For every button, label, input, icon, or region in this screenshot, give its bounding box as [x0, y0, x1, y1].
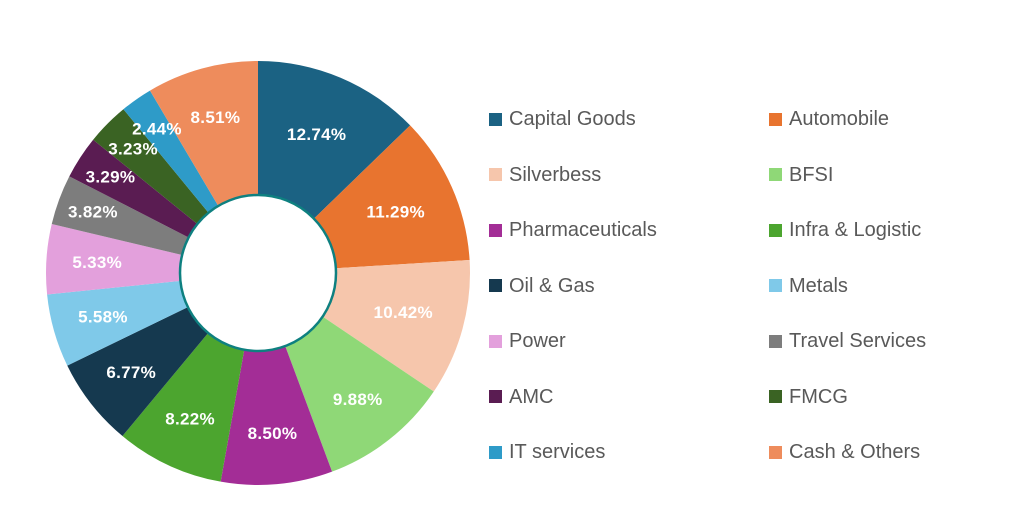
legend-swatch-pharmaceuticals — [489, 223, 502, 237]
slice-label-pharmaceuticals: 8.50% — [248, 424, 298, 443]
legend-label-silverbess: Silverbess — [509, 163, 602, 186]
legend-swatch-amc — [489, 390, 502, 403]
donut-hole — [178, 193, 338, 353]
slice-label-metals: 5.58% — [78, 308, 128, 327]
pie-slice-capital-goods — [258, 61, 411, 219]
legend-label-travel-services: Travel Services — [789, 330, 927, 352]
legend-label-pharmaceuticals: Pharmaceuticals — [509, 219, 657, 241]
pie-slice-fmcg — [93, 109, 209, 224]
legend-label-it-services: IT services — [509, 441, 606, 463]
legend-swatch-it-services — [489, 445, 502, 459]
pie-slice-oil-gas — [67, 307, 209, 437]
legend-label-capital-goods: Capital Goods — [509, 108, 636, 130]
pie-slice-infra-logistic — [122, 332, 245, 482]
legend-item-pharmaceuticals: Pharmaceuticals — [489, 217, 769, 243]
legend-swatch-infra-logistic — [769, 223, 782, 237]
slice-label-fmcg: 3.23% — [108, 140, 158, 159]
legend-swatch-power — [489, 334, 502, 348]
legend-item-silverbess: Silverbess — [489, 162, 769, 188]
slice-label-travel-services: 3.82% — [68, 203, 118, 222]
chart-legend: Capital Goods Automobile Silverbess BFSI Pha… — [489, 106, 1012, 465]
legend-label-power: Power — [509, 330, 566, 352]
slice-label-automobile: 11.29% — [366, 203, 425, 222]
pie-slice-automobile — [313, 125, 470, 269]
pie-slice-metals — [47, 280, 188, 366]
legend-item-power: Power — [489, 328, 769, 354]
legend-label-amc: AMC — [509, 385, 554, 408]
legend-label-automobile: Automobile — [789, 108, 890, 130]
slice-label-oil-gas: 6.77% — [106, 363, 156, 382]
legend-item-bfsi: BFSI — [769, 162, 1012, 188]
legend-item-infra-logistic: Infra & Logistic — [769, 217, 1012, 243]
pie-slice-bfsi — [285, 316, 434, 472]
slice-label-silverbess: 10.42% — [373, 303, 432, 322]
slice-label-bfsi: 9.88% — [333, 390, 383, 409]
pie-slice-power — [46, 223, 183, 295]
legend-swatch-oil-gas — [489, 279, 502, 292]
legend-swatch-fmcg — [769, 390, 782, 403]
legend-label-oil-gas: Oil & Gas — [509, 274, 595, 297]
slice-label-amc: 3.29% — [86, 168, 136, 187]
legend-item-it-services: IT services — [489, 439, 769, 465]
slice-label-capital-goods: 12.74% — [287, 125, 346, 144]
legend-swatch-silverbess — [489, 168, 502, 181]
legend-swatch-bfsi — [769, 168, 782, 181]
slice-label-it-services: 2.44% — [132, 119, 182, 138]
legend-item-oil-gas: Oil & Gas — [489, 273, 769, 299]
legend-item-automobile: Automobile — [769, 106, 1012, 132]
pie-slice-it-services — [123, 90, 219, 213]
pie-slice-amc — [69, 139, 198, 238]
pie-slice-silverbess — [322, 260, 470, 392]
pie-slice-cash-others — [149, 61, 258, 206]
legend-label-bfsi: BFSI — [789, 163, 834, 186]
legend-item-amc: AMC — [489, 384, 769, 410]
slice-label-infra-logistic: 8.22% — [165, 410, 215, 429]
legend-label-fmcg: FMCG — [789, 385, 848, 408]
legend-label-cash-others: Cash & Others — [789, 441, 921, 463]
legend-swatch-cash-others — [769, 445, 782, 459]
legend-item-fmcg: FMCG — [769, 384, 1012, 410]
legend-swatch-travel-services — [769, 334, 782, 348]
pie-slice-pharmaceuticals — [220, 346, 333, 485]
legend-item-capital-goods: Capital Goods — [489, 106, 769, 132]
legend-item-travel-services: Travel Services — [769, 328, 1012, 354]
pie-slice-travel-services — [51, 176, 189, 255]
legend-label-infra-logistic: Infra & Logistic — [789, 219, 922, 241]
legend-item-cash-others: Cash & Others — [769, 439, 1012, 465]
legend-item-metals: Metals — [769, 273, 1012, 299]
legend-swatch-automobile — [769, 112, 782, 126]
slice-label-power: 5.33% — [72, 253, 122, 272]
legend-label-metals: Metals — [789, 274, 848, 297]
legend-swatch-metals — [769, 279, 782, 292]
donut-chart: 12.74% 11.29% 10.42% 9.88% 8.50% 8.22% 6.77% 5.… — [46, 61, 470, 485]
slice-label-cash-others: 8.51% — [191, 108, 241, 127]
legend-swatch-capital-goods — [489, 112, 502, 126]
